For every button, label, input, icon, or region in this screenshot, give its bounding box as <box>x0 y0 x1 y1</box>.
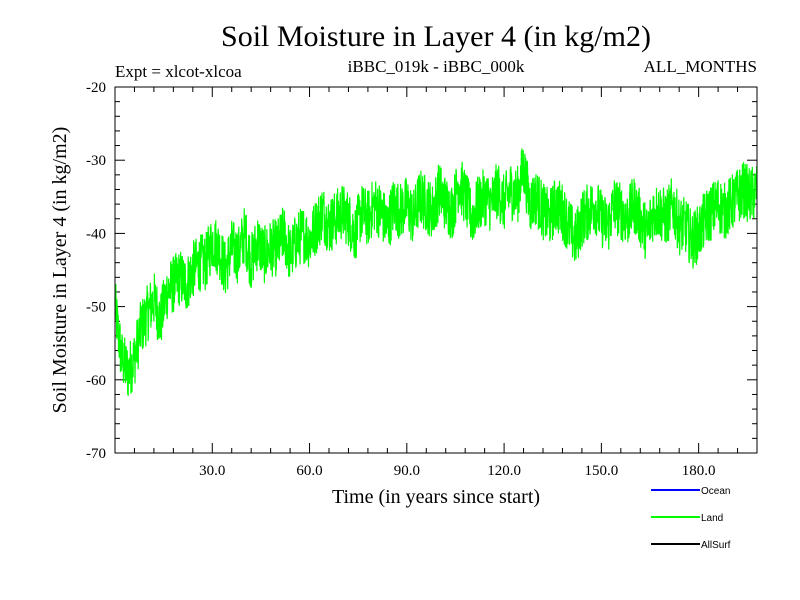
axis-ticks: -70 -60 -50 -40 -30 -20 30.0 60.0 90.0 120.0 150.0… <box>86 80 757 479</box>
x-tick-label: 120.0 <box>487 463 521 479</box>
x-tick-label: 180.0 <box>682 463 716 479</box>
y-tick-label: -50 <box>86 300 106 316</box>
legend-label-ocean: Ocean <box>701 486 730 497</box>
subtitle-right: ALL_MONTHS <box>644 57 757 76</box>
y-axis-label: Soil Moisture in Layer 4 (in kg/m2) <box>49 127 71 414</box>
y-tick-label: -70 <box>86 446 106 462</box>
x-tick-label: 60.0 <box>296 463 322 479</box>
series-layer <box>114 148 758 396</box>
chart-title: Soil Moisture in Layer 4 (in kg/m2) <box>221 20 651 53</box>
x-axis-label: Time (in years since start) <box>332 486 540 508</box>
y-tick-label: -30 <box>86 153 106 169</box>
plot-frame <box>114 86 758 454</box>
x-tick-label: 90.0 <box>394 463 420 479</box>
y-tick-label: -20 <box>86 80 106 96</box>
legend-label-land: Land <box>701 513 723 524</box>
series-line-land <box>114 148 758 396</box>
x-tick-label: 150.0 <box>584 463 618 479</box>
subtitle-left: Expt = xlcot-xlcoa <box>115 62 242 81</box>
y-tick-label: -40 <box>86 226 106 242</box>
subtitle-center: iBBC_019k - iBBC_000k <box>348 57 525 76</box>
x-tick-label: 30.0 <box>199 463 225 479</box>
legend-label-allsurf: AllSurf <box>701 540 731 551</box>
y-tick-label: -60 <box>86 373 106 389</box>
legend: Ocean Land AllSurf <box>651 486 731 551</box>
